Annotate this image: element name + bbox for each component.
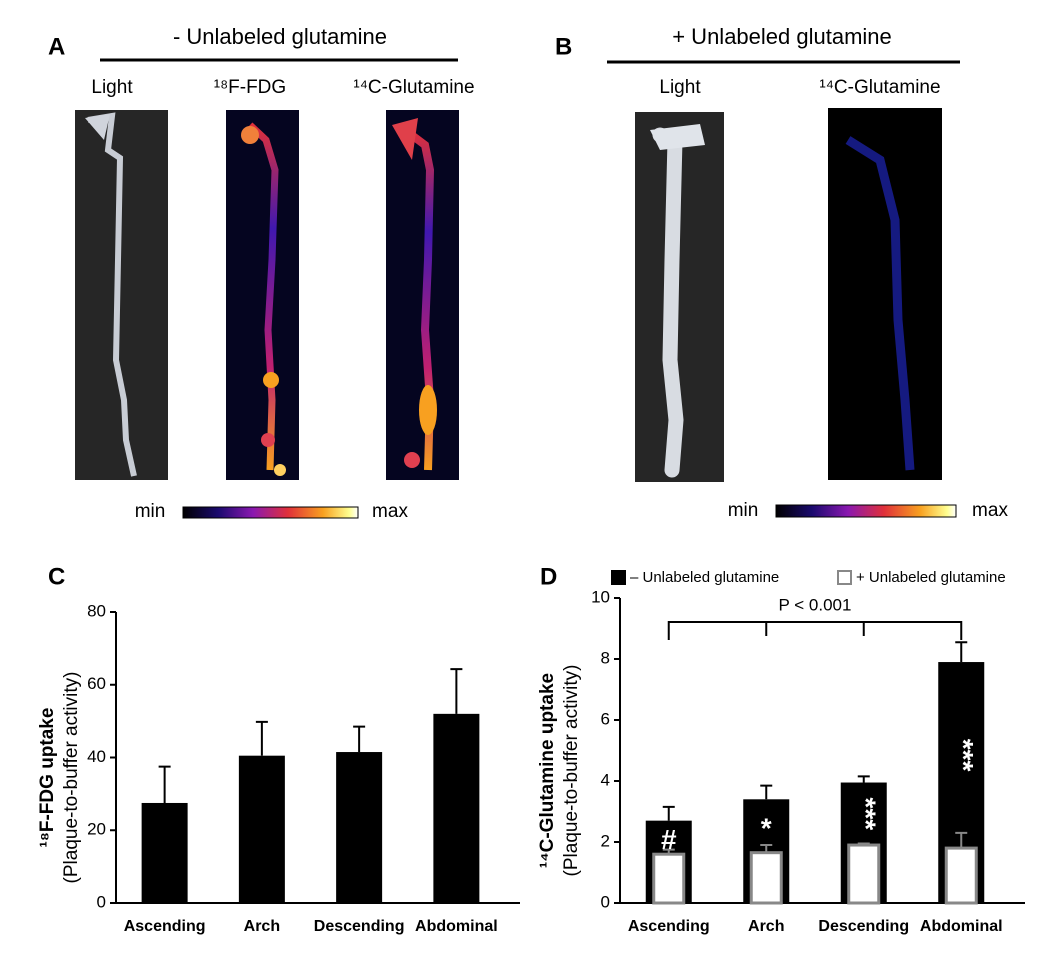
- scale-max: max: [372, 501, 408, 522]
- bar: [141, 802, 188, 903]
- significance-mark: #: [661, 824, 677, 855]
- x-tick-label: Abdominal: [920, 918, 1003, 935]
- error-bar: [955, 831, 968, 849]
- y-axis-subtitle: (Plaque-to-buffer activity): [561, 665, 582, 877]
- panel-label: D: [540, 563, 557, 590]
- panel-label: B: [555, 33, 572, 60]
- y-tick-label: 0: [97, 892, 106, 911]
- bar: [433, 713, 480, 903]
- error-bar: [760, 784, 773, 800]
- significance-mark: ***: [948, 739, 979, 772]
- x-tick-label: Ascending: [124, 918, 206, 935]
- y-tick-label: 20: [87, 820, 106, 839]
- y-tick-label: 6: [601, 709, 610, 728]
- x-tick-label: Descending: [818, 918, 909, 935]
- y-axis-subtitle: (Plaque-to-buffer activity): [61, 672, 82, 884]
- bar: [944, 846, 978, 905]
- error-bar: [158, 765, 171, 803]
- y-tick-label: 10: [591, 587, 610, 606]
- error-bar: [662, 805, 675, 821]
- y-tick-label: 60: [87, 674, 106, 693]
- panel-label: A: [48, 33, 65, 60]
- error-bar: [255, 720, 268, 756]
- bar: [336, 752, 383, 903]
- legend-label: + Unlabeled glutamine: [856, 569, 1006, 586]
- bar: [847, 843, 881, 905]
- x-tick-label: Arch: [244, 918, 280, 935]
- error-bar: [353, 725, 366, 753]
- image-label: ¹⁴C-Glutamine: [353, 77, 474, 98]
- bracket: [667, 621, 963, 640]
- scale-max: max: [972, 500, 1008, 521]
- panel-heading: + Unlabeled glutamine: [672, 24, 892, 49]
- y-tick-label: 0: [601, 892, 610, 911]
- image-label: ¹⁸F-FDG: [214, 77, 286, 98]
- significance-mark: *: [761, 812, 772, 843]
- error-bar: [955, 641, 968, 663]
- scale-min: min: [728, 500, 759, 521]
- x-tick-label: Ascending: [628, 918, 710, 935]
- legend-swatch: [611, 570, 626, 585]
- color-scale: [182, 506, 359, 519]
- bar: [749, 851, 783, 905]
- y-tick-label: 4: [601, 770, 610, 789]
- bar: [238, 755, 285, 903]
- legend-label: – Unlabeled glutamine: [630, 569, 779, 586]
- light-image: [75, 110, 168, 480]
- fdg-image: [226, 110, 299, 480]
- glutamine-image: [386, 110, 459, 480]
- image-label: ¹⁴C-Glutamine: [819, 77, 940, 98]
- significance-mark: ***: [850, 797, 881, 830]
- scale-min: min: [135, 501, 166, 522]
- error-bar: [450, 668, 463, 714]
- y-axis-title: ¹⁸F-FDG uptake: [37, 708, 58, 848]
- y-axis-title: ¹⁴C-Glutamine uptake: [537, 673, 558, 868]
- light-image: [635, 112, 724, 482]
- image-label: Light: [659, 77, 701, 98]
- image-label: Light: [91, 77, 133, 98]
- y-tick-label: 80: [87, 601, 106, 620]
- bracket-label: P < 0.001: [779, 595, 852, 614]
- glutamine-image: [828, 108, 942, 480]
- panel-heading: - Unlabeled glutamine: [173, 24, 387, 49]
- y-tick-label: 8: [601, 648, 610, 667]
- x-tick-label: Descending: [314, 918, 405, 935]
- panel-label: C: [48, 563, 65, 590]
- x-tick-label: Arch: [748, 918, 784, 935]
- bar: [652, 852, 686, 905]
- color-scale: [775, 504, 957, 518]
- x-tick-label: Abdominal: [415, 918, 498, 935]
- error-bar: [857, 775, 870, 783]
- y-tick-label: 2: [601, 831, 610, 850]
- y-tick-label: 40: [87, 747, 106, 766]
- legend-swatch: [837, 570, 852, 585]
